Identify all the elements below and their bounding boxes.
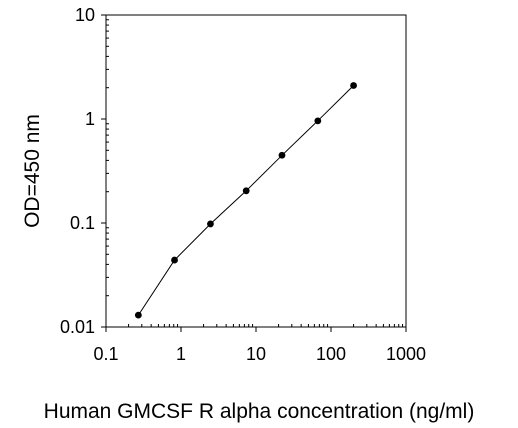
y-tick-label: 0.01 [60,317,95,337]
x-tick-label: 1000 [386,344,426,364]
x-tick-label: 100 [316,344,346,364]
x-tick-label: 1 [176,344,186,364]
y-minor-ticks [106,19,109,297]
y-tick-labels: 0.01 0.1 1 10 [60,5,95,337]
x-tick-label: 10 [246,344,266,364]
data-point [278,151,286,159]
data-point [171,256,178,264]
y-tick-label: 10 [75,5,95,25]
y-tick-label: 1 [85,109,95,129]
y-axis-title: OD=450 nm [21,114,44,228]
data-point [134,311,142,319]
x-tick-labels: 0.1 1 10 100 1000 [93,344,426,364]
x-axis-title: Human GMCSF R alpha concentration (ng/ml… [44,400,475,423]
x-major-ticks [105,327,407,332]
y-major-ticks [101,14,106,328]
series-line [137,85,354,316]
x-minor-ticks [128,324,404,327]
data-point [350,82,357,89]
plot-area-frame [105,14,407,328]
data-points [134,82,357,319]
data-point [207,220,214,228]
data-point [242,187,250,195]
data-point [314,117,322,125]
x-tick-label: 0.1 [93,344,118,364]
y-tick-label: 0.1 [70,213,95,233]
